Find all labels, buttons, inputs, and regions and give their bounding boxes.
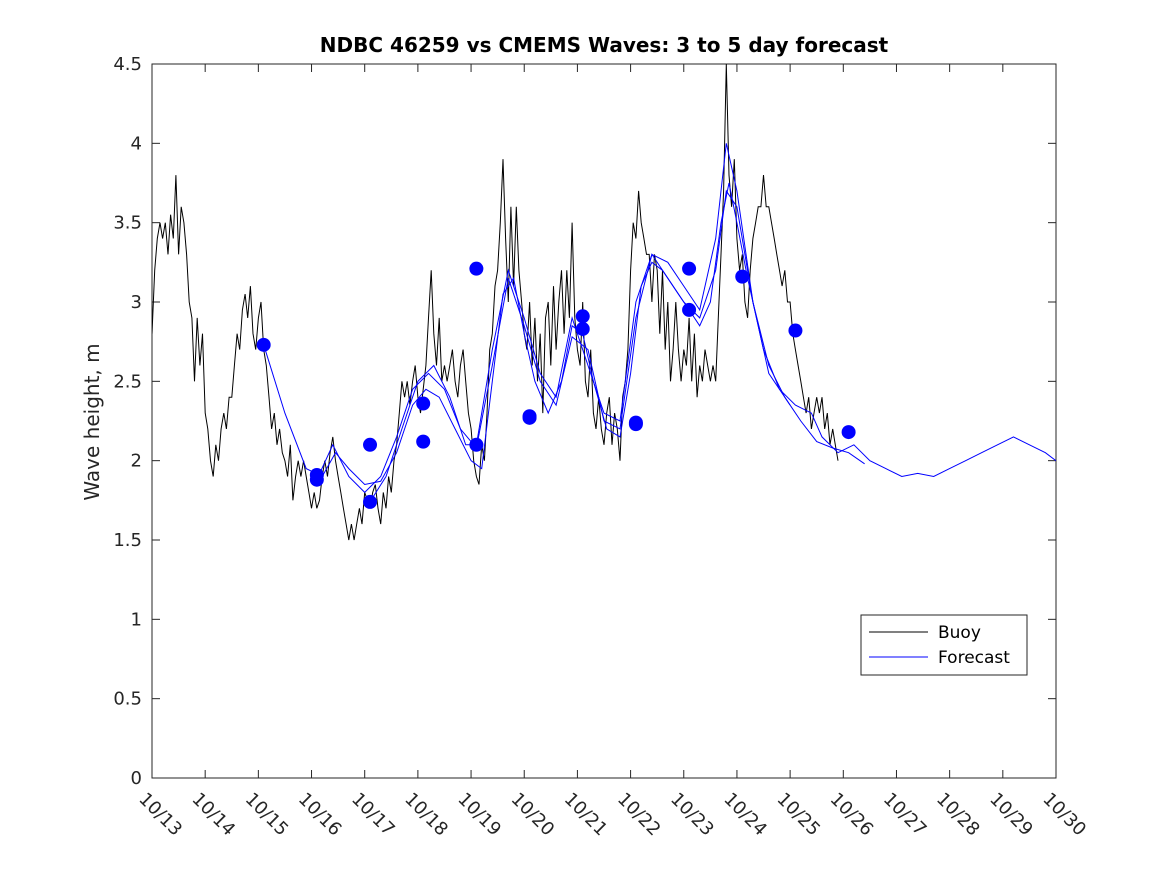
y-tick-label: 4: [131, 133, 142, 154]
y-tick-label: 1: [131, 609, 142, 630]
y-tick-label: 4.5: [113, 54, 142, 75]
forecast-marker: [363, 494, 378, 509]
forecast-marker: [309, 472, 324, 487]
forecast-marker: [788, 323, 803, 338]
forecast-marker: [416, 396, 431, 411]
forecast-series-line: [369, 143, 791, 503]
y-tick-label: 2.5: [113, 371, 142, 392]
chart-title: NDBC 46259 vs CMEMS Waves: 3 to 5 day fo…: [320, 33, 889, 57]
forecast-marker: [575, 309, 590, 324]
y-tick-label: 2: [131, 451, 142, 472]
legend-buoy-label: Buoy: [938, 623, 981, 643]
y-tick-label: 3: [131, 292, 142, 313]
y-tick-label: 1.5: [113, 530, 142, 551]
forecast-marker: [522, 410, 537, 425]
y-tick-label: 3.5: [113, 213, 142, 234]
forecast-marker: [469, 261, 484, 276]
y-axis-label: Wave height, m: [80, 343, 104, 500]
forecast-marker: [682, 261, 697, 276]
y-tick-label: 0: [131, 768, 142, 789]
forecast-marker: [256, 337, 271, 352]
forecast-series-line: [316, 189, 865, 494]
forecast-marker: [841, 425, 856, 440]
y-tick-label: 0.5: [113, 689, 142, 710]
legend: Buoy Forecast: [860, 614, 1028, 676]
forecast-series-line: [263, 182, 1056, 486]
forecast-marker: [628, 417, 643, 432]
buoy-series-line: [152, 63, 839, 541]
forecast-marker: [469, 437, 484, 452]
forecast-marker: [735, 269, 750, 284]
forecast-marker: [575, 321, 590, 336]
legend-forecast-label: Forecast: [938, 648, 1010, 668]
legend-box: [860, 614, 1028, 676]
forecast-marker: [363, 437, 378, 452]
axes-box: [151, 63, 1057, 779]
forecast-marker: [416, 434, 431, 449]
forecast-marker: [682, 302, 697, 317]
